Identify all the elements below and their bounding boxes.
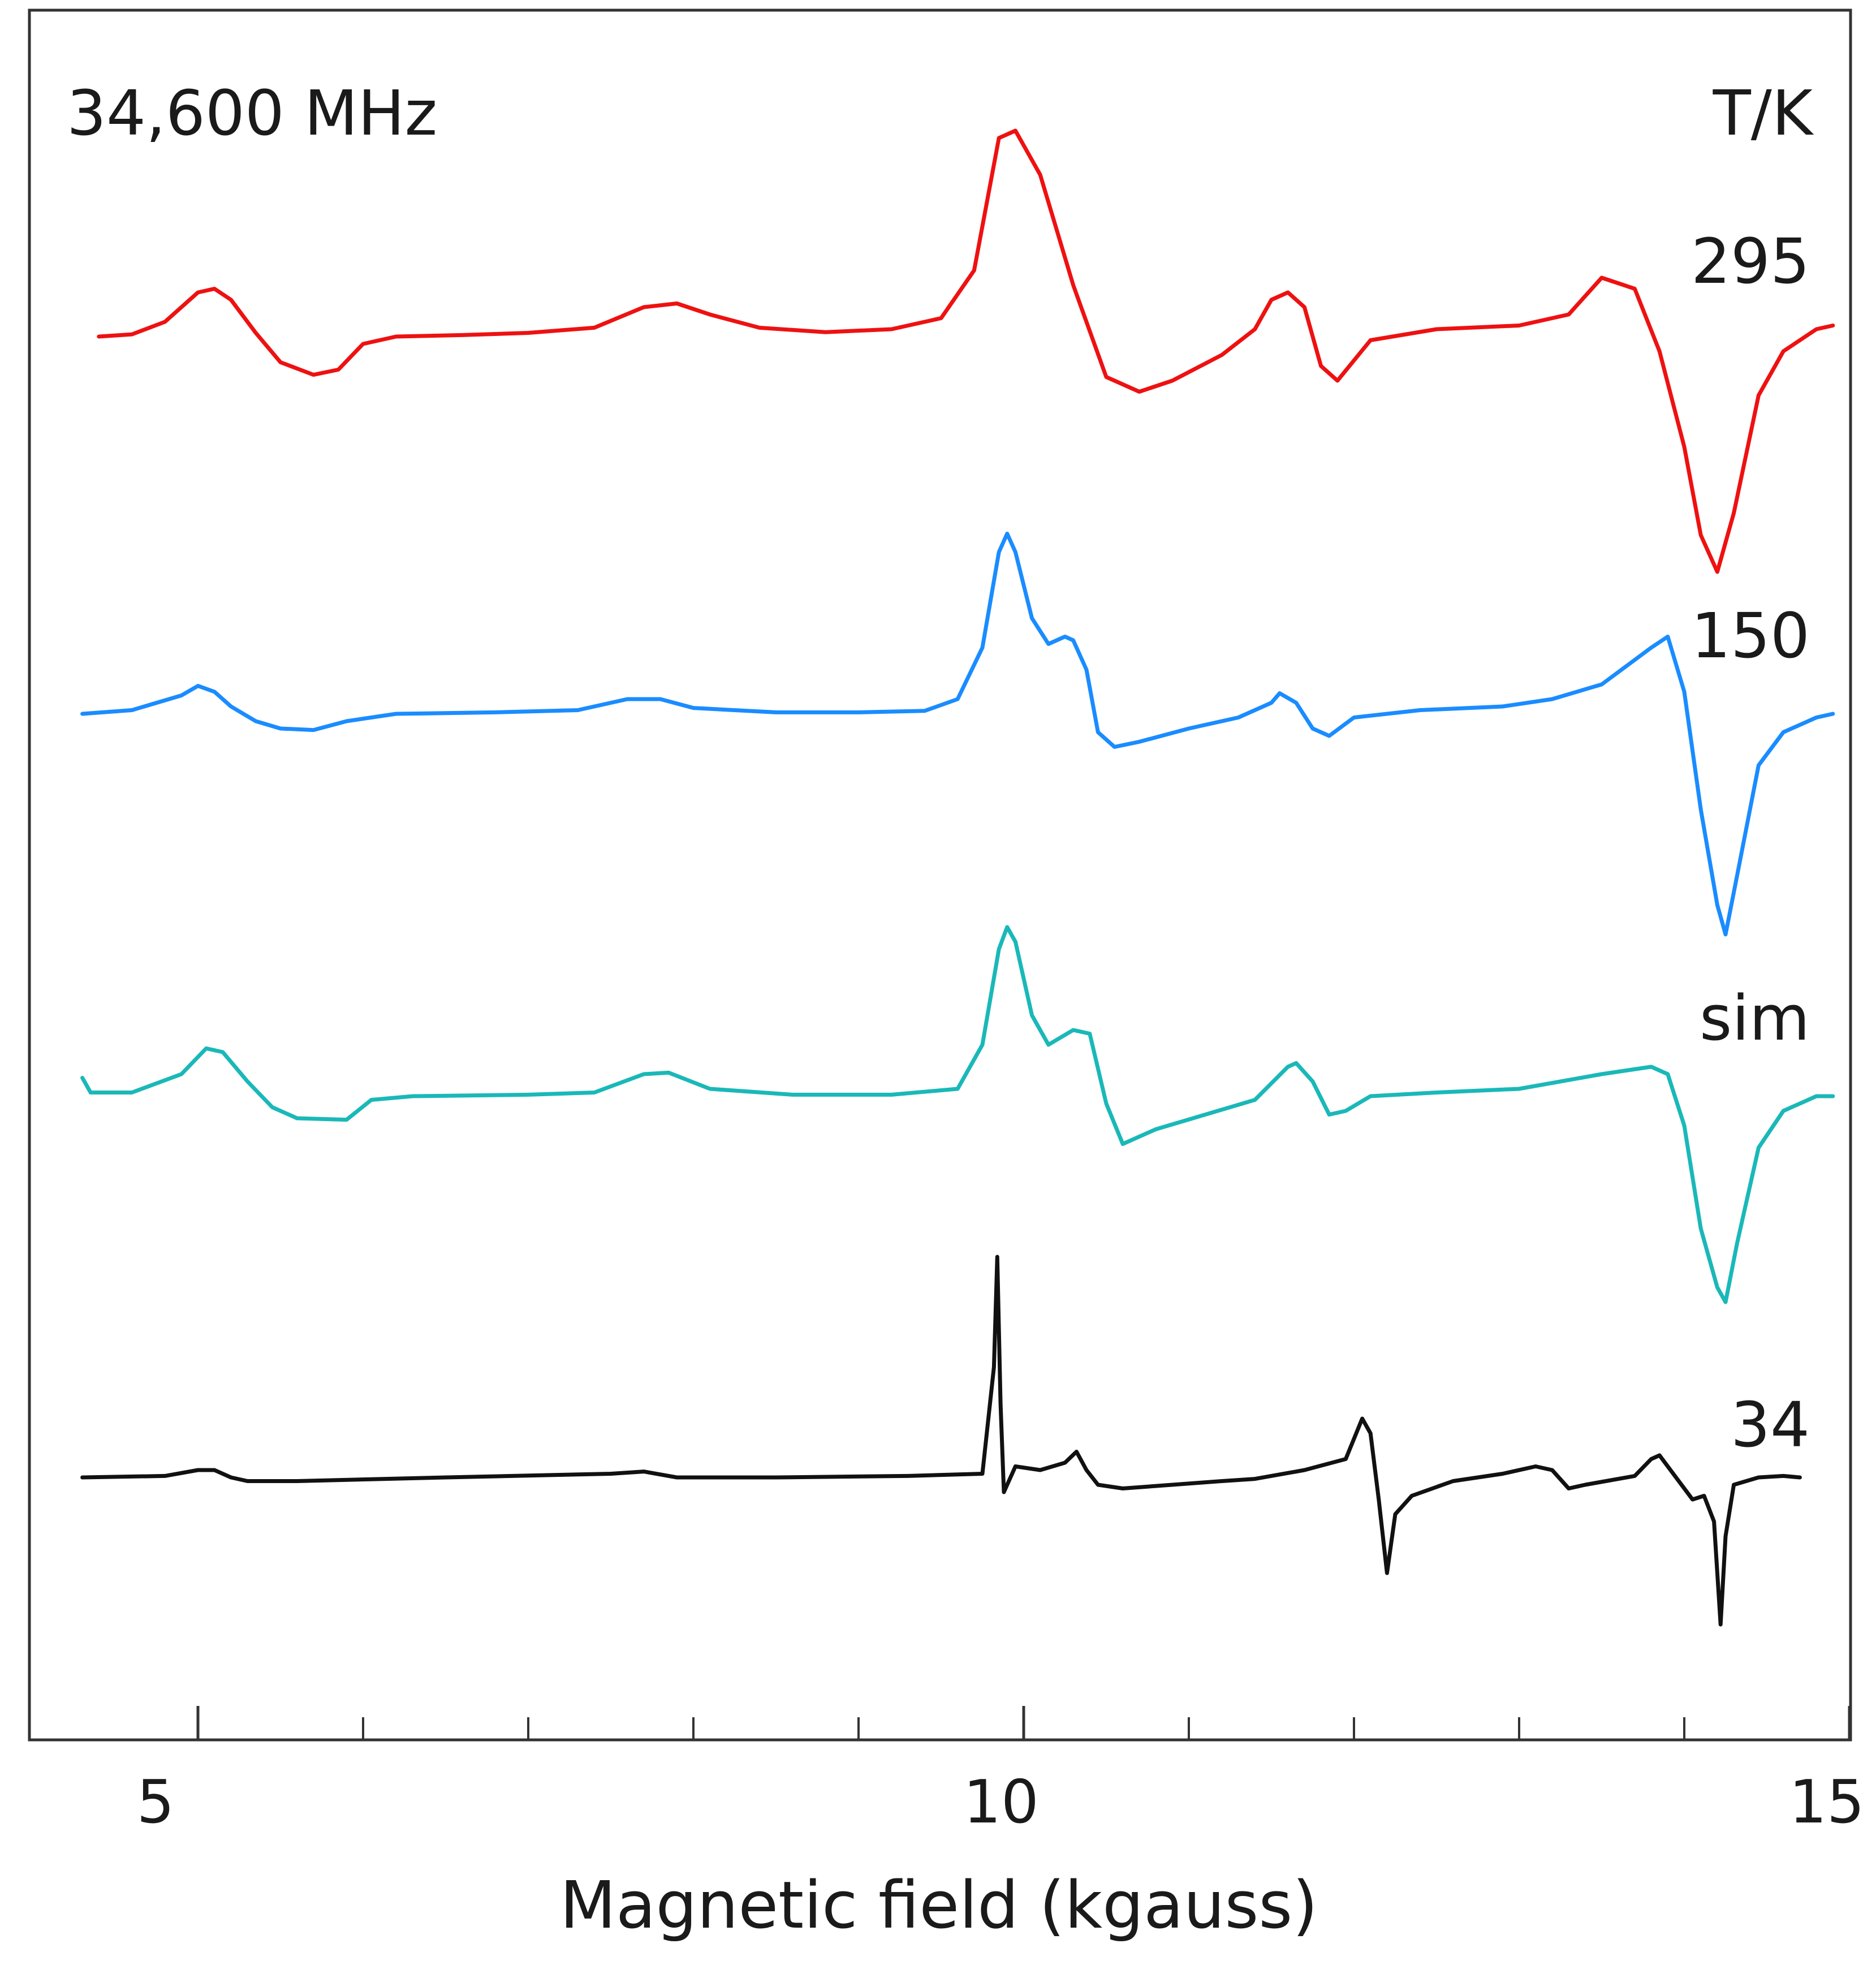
trace-150 xyxy=(80,532,1835,937)
trace-labels: 295 150 sim 34 xyxy=(1691,225,1810,1461)
trace-label-295: 295 xyxy=(1691,225,1810,298)
trace-34 xyxy=(80,1255,1802,1627)
trace-295 xyxy=(97,128,1835,574)
x-axis-tick-labels: 5 10 15 xyxy=(137,1768,1865,1837)
frequency-annotation: 34,600 MHz xyxy=(67,77,437,149)
trace-label-34: 34 xyxy=(1731,1389,1810,1461)
x-tick-label: 10 xyxy=(963,1768,1039,1837)
x-tick-label: 5 xyxy=(137,1768,175,1837)
x-axis-label: Magnetic field (kgauss) xyxy=(560,1868,1318,1943)
trace-label-sim: sim xyxy=(1700,982,1810,1054)
trace-label-150: 150 xyxy=(1691,600,1810,672)
spectra-traces xyxy=(80,128,1835,1627)
plot-frame xyxy=(28,8,1852,1742)
x-tick-label: 15 xyxy=(1789,1768,1865,1837)
x-axis-ticks xyxy=(196,1706,1851,1740)
trace-sim xyxy=(80,925,1835,1304)
temperature-legend-title: T/K xyxy=(1713,77,1814,149)
